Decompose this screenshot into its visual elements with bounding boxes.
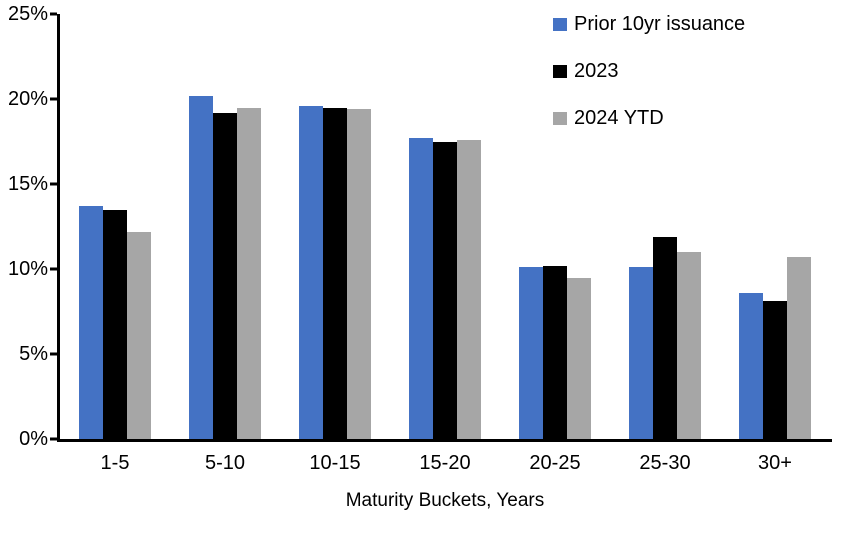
legend-marker-icon [553,64,567,78]
y-axis-line [57,14,60,442]
x-tick-label-1-5: 1-5 [100,452,130,474]
bar-prior-10yr-issuance-25-30 [629,267,653,439]
legend-entry-prior-10yr-issuance: Prior 10yr issuance [553,10,745,38]
y-tick-mark [50,182,57,186]
y-tick-label-5: 5% [19,343,48,365]
bar-2023-10-15 [323,107,347,439]
bar-prior-10yr-issuance-15-20 [409,138,433,439]
bar-2023-30 [763,301,787,439]
y-tick-mark [50,267,57,271]
bar-group-30 [739,257,811,439]
bar-2023-15-20 [433,141,457,439]
bar-2023-25-30 [653,236,677,439]
legend-label-2023: 2023 [574,60,619,82]
y-tick-mark [50,12,57,16]
bar-prior-10yr-issuance-10-15 [299,105,323,439]
legend: Prior 10yr issuance 2023 2024 YTD [553,10,745,151]
y-tick-label-0: 0% [19,428,48,450]
y-tick-label-10: 10% [7,258,48,280]
legend-entry-2023: 2023 [553,57,745,85]
y-tick-label-15: 15% [7,173,48,195]
bar-2023-1-5 [103,209,127,439]
legend-label-prior-10yr-issuance: Prior 10yr issuance [574,13,746,35]
bar-2023-20-25 [543,265,567,439]
y-tick-label-20: 20% [7,88,48,110]
x-axis-line [57,439,832,442]
y-tick-mark [50,437,57,441]
y-tick-mark [50,352,57,356]
x-tick-label-5-10: 5-10 [204,452,246,474]
x-tick-label-10-15: 10-15 [309,452,361,474]
bar-2024-ytd-1-5 [127,231,151,439]
x-tick-label-15-20: 15-20 [419,452,471,474]
bar-prior-10yr-issuance-1-5 [79,206,103,439]
legend-marker-icon [553,111,567,125]
bar-group-1-5 [79,206,151,439]
bar-group-20-25 [519,265,591,439]
bar-prior-10yr-issuance-5-10 [189,95,213,439]
bar-group-10-15 [299,105,371,439]
bar-prior-10yr-issuance-20-25 [519,267,543,439]
legend-entry-2024-ytd: 2024 YTD [553,104,745,132]
bar-prior-10yr-issuance-30 [739,292,763,439]
x-tick-label-30: 30+ [758,452,792,474]
bar-2024-ytd-5-10 [237,107,261,439]
bar-2024-ytd-30 [787,257,811,439]
bar-2024-ytd-15-20 [457,139,481,439]
bar-2023-5-10 [213,112,237,439]
bar-2024-ytd-25-30 [677,252,701,439]
x-tick-label-25-30: 25-30 [639,452,691,474]
y-tick-mark [50,97,57,101]
bar-group-15-20 [409,138,481,439]
bar-group-25-30 [629,236,701,439]
plot-area [60,14,830,439]
bar-2024-ytd-10-15 [347,109,371,439]
x-tick-label-20-25: 20-25 [529,452,581,474]
bar-2024-ytd-20-25 [567,277,591,439]
x-axis-title: Maturity Buckets, Years [345,490,545,511]
legend-label-2024-ytd: 2024 YTD [574,107,664,129]
bar-group-5-10 [189,95,261,439]
y-tick-label-25: 25% [7,3,48,25]
legend-marker-icon [553,17,567,31]
